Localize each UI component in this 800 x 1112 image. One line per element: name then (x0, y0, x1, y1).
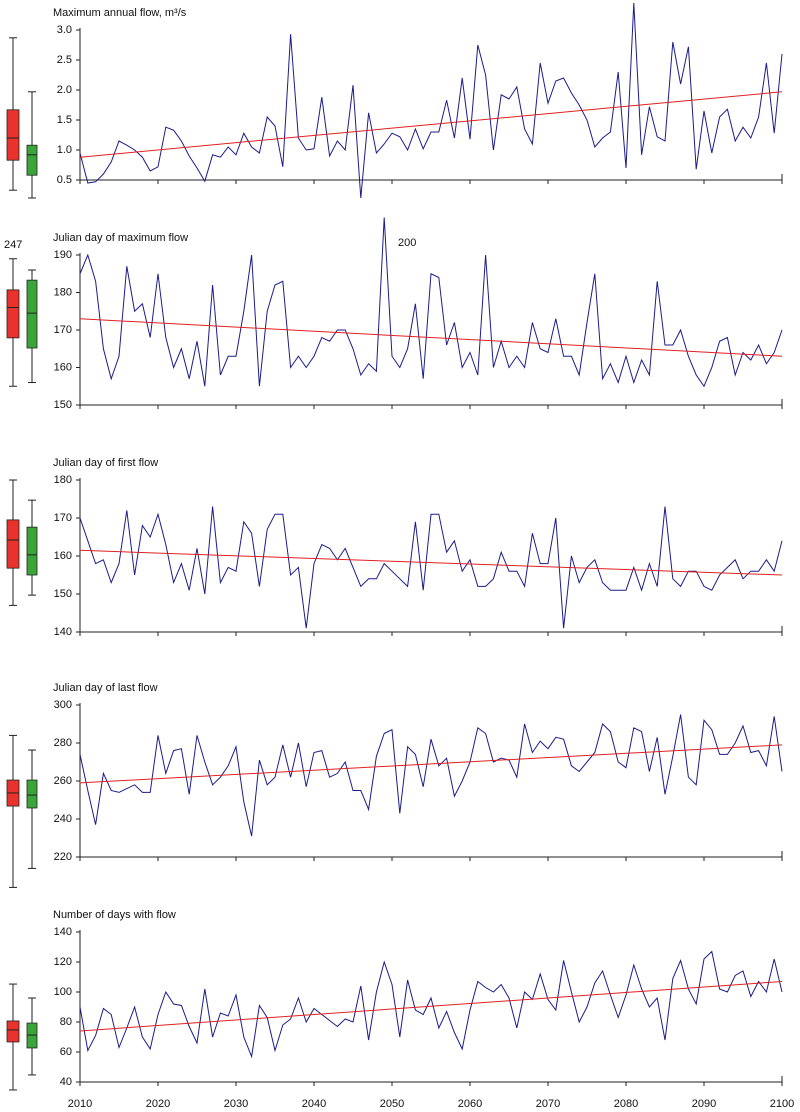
y-tick-label: 190 (54, 249, 72, 261)
box (26, 144, 38, 176)
y-tick-label: 280 (54, 737, 72, 749)
y-tick-label: 260 (54, 775, 72, 787)
panel-title: Julian day of maximum flow (53, 232, 188, 244)
y-tick-label: 2.0 (57, 84, 72, 96)
y-tick-label: 220 (54, 851, 72, 863)
annotation: 200 (398, 237, 416, 249)
panel-title: Julian day of first flow (53, 457, 158, 469)
y-tick-label: 240 (54, 813, 72, 825)
y-tick-label: 0.5 (57, 174, 72, 186)
x-tick-label: 2030 (224, 1098, 248, 1110)
y-tick-label: 2.5 (57, 54, 72, 66)
y-tick-label: 160 (54, 361, 72, 373)
y-tick-label: 170 (54, 512, 72, 524)
flow-line (79, 714, 783, 837)
x-tick-label: 2070 (536, 1098, 560, 1110)
y-tick-label: 140 (54, 926, 72, 938)
box (6, 519, 20, 569)
trend-line (79, 318, 783, 357)
box (26, 526, 38, 576)
x-tick-label: 2100 (770, 1098, 794, 1110)
flow-line (79, 2, 783, 199)
trend-line (79, 981, 783, 1032)
annotation: 247 (4, 239, 22, 251)
panel-title: Maximum annual flow, m³/s (53, 7, 187, 19)
y-tick-label: 100 (54, 986, 72, 998)
box (6, 1020, 20, 1043)
flow-line (79, 506, 783, 629)
y-tick-label: 170 (54, 324, 72, 336)
y-tick-label: 1.0 (57, 144, 72, 156)
y-tick-label: 180 (54, 286, 72, 298)
y-tick-label: 140 (54, 626, 72, 638)
y-tick-label: 150 (54, 399, 72, 411)
box (26, 779, 38, 809)
y-tick-label: 150 (54, 588, 72, 600)
x-tick-label: 2060 (458, 1098, 482, 1110)
y-tick-label: 40 (60, 1076, 72, 1088)
flow-line (79, 217, 783, 388)
y-tick-label: 120 (54, 956, 72, 968)
y-tick-label: 3.0 (57, 24, 72, 36)
flow-line (79, 950, 783, 1059)
x-tick-label: 2020 (146, 1098, 170, 1110)
x-tick-label: 2050 (380, 1098, 404, 1110)
y-tick-label: 300 (54, 699, 72, 711)
y-tick-label: 180 (54, 474, 72, 486)
box (6, 289, 20, 339)
y-tick-label: 1.5 (57, 114, 72, 126)
y-tick-label: 160 (54, 550, 72, 562)
panel-title: Julian day of last flow (53, 682, 158, 694)
panel-title: Number of days with flow (53, 909, 176, 921)
y-tick-label: 80 (60, 1016, 72, 1028)
x-tick-label: 2010 (68, 1098, 92, 1110)
x-tick-label: 2090 (692, 1098, 716, 1110)
x-tick-label: 2080 (614, 1098, 638, 1110)
trend-line (79, 91, 783, 158)
trend-line (79, 549, 783, 576)
x-tick-label: 2040 (302, 1098, 326, 1110)
box (6, 109, 20, 161)
y-tick-label: 60 (60, 1046, 72, 1058)
trend-line (79, 744, 783, 784)
box (26, 279, 38, 349)
